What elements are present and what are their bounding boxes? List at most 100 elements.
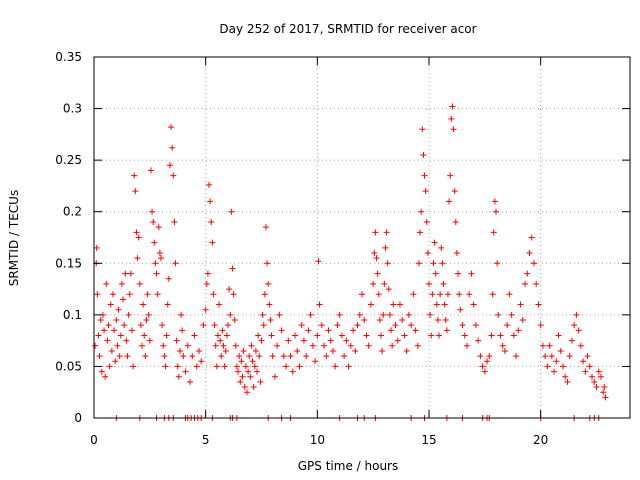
data-point [479,363,486,370]
data-point [182,368,189,375]
data-point [439,260,446,267]
data-point [247,373,254,380]
data-point [444,291,451,298]
data-point [394,337,401,344]
data-point [294,347,301,354]
data-point [165,275,172,282]
data-point [457,306,464,313]
data-point [169,144,176,151]
data-point [92,342,99,349]
y-tick-label: 0.3 [63,102,82,116]
data-point [408,322,415,329]
data-point [380,311,387,318]
data-point [95,332,102,339]
data-point [466,291,473,298]
data-point [557,347,564,354]
data-point [546,342,553,349]
data-point [202,306,209,313]
data-point [312,358,319,365]
data-point [149,208,156,215]
data-point [233,363,240,370]
data-point [255,332,262,339]
data-point [542,353,549,360]
data-point [490,229,497,236]
data-point [551,368,558,375]
data-point [132,188,139,195]
data-point [382,244,389,251]
data-point [239,373,246,380]
data-point [399,317,406,324]
data-point [254,368,261,375]
data-point [289,368,296,375]
data-point [285,337,292,344]
data-point [241,384,248,391]
data-point [517,301,524,308]
y-tick-label: 0.1 [63,308,82,322]
data-point [506,291,513,298]
data-point [280,353,287,360]
data-point [256,353,263,360]
data-point [332,363,339,370]
data-point [123,337,130,344]
data-point [151,239,158,246]
data-point [261,291,268,298]
data-point [96,353,103,360]
data-point [341,353,348,360]
grid-lines [94,57,630,418]
data-point [591,378,598,385]
data-point [271,373,278,380]
data-point [143,317,150,324]
data-point [161,353,168,360]
data-point [584,353,591,360]
data-point [210,291,217,298]
data-point [519,317,526,324]
data-point [124,353,131,360]
data-point [229,265,236,272]
data-point [432,270,439,277]
y-tick-labels: 0 0.05 0.1 0.15 0.2 0.25 0.3 0.35 [55,50,82,425]
data-point [303,353,310,360]
data-point [586,363,593,370]
data-point [423,219,430,226]
data-point [548,353,555,360]
data-point [486,353,493,360]
data-point [315,258,322,265]
data-point [365,342,372,349]
data-point [356,311,363,318]
data-point [475,337,482,344]
data-point [219,327,226,334]
data-point [105,322,112,329]
x-tick-label: 15 [421,433,436,447]
data-point [597,373,604,380]
data-point [133,229,140,236]
data-point [146,337,153,344]
data-point [316,301,323,308]
data-point [443,327,450,334]
data-point [553,358,560,365]
data-point [200,322,207,329]
data-point [193,363,200,370]
data-point [489,291,496,298]
data-point [401,332,408,339]
data-point [237,378,244,385]
data-point [562,373,569,380]
data-point [139,342,146,349]
data-point [191,332,198,339]
data-point [179,327,186,334]
x-tick-label: 5 [202,433,210,447]
data-point [262,224,269,231]
data-point [383,229,390,236]
data-point [141,332,148,339]
data-point [513,353,520,360]
data-point [176,347,183,354]
data-point [140,301,147,308]
data-point [160,342,167,349]
data-point [429,291,436,298]
data-point [431,239,438,246]
data-point [159,322,166,329]
data-point [162,363,169,370]
data-point [389,342,396,349]
data-point [172,260,179,267]
data-point [220,342,227,349]
